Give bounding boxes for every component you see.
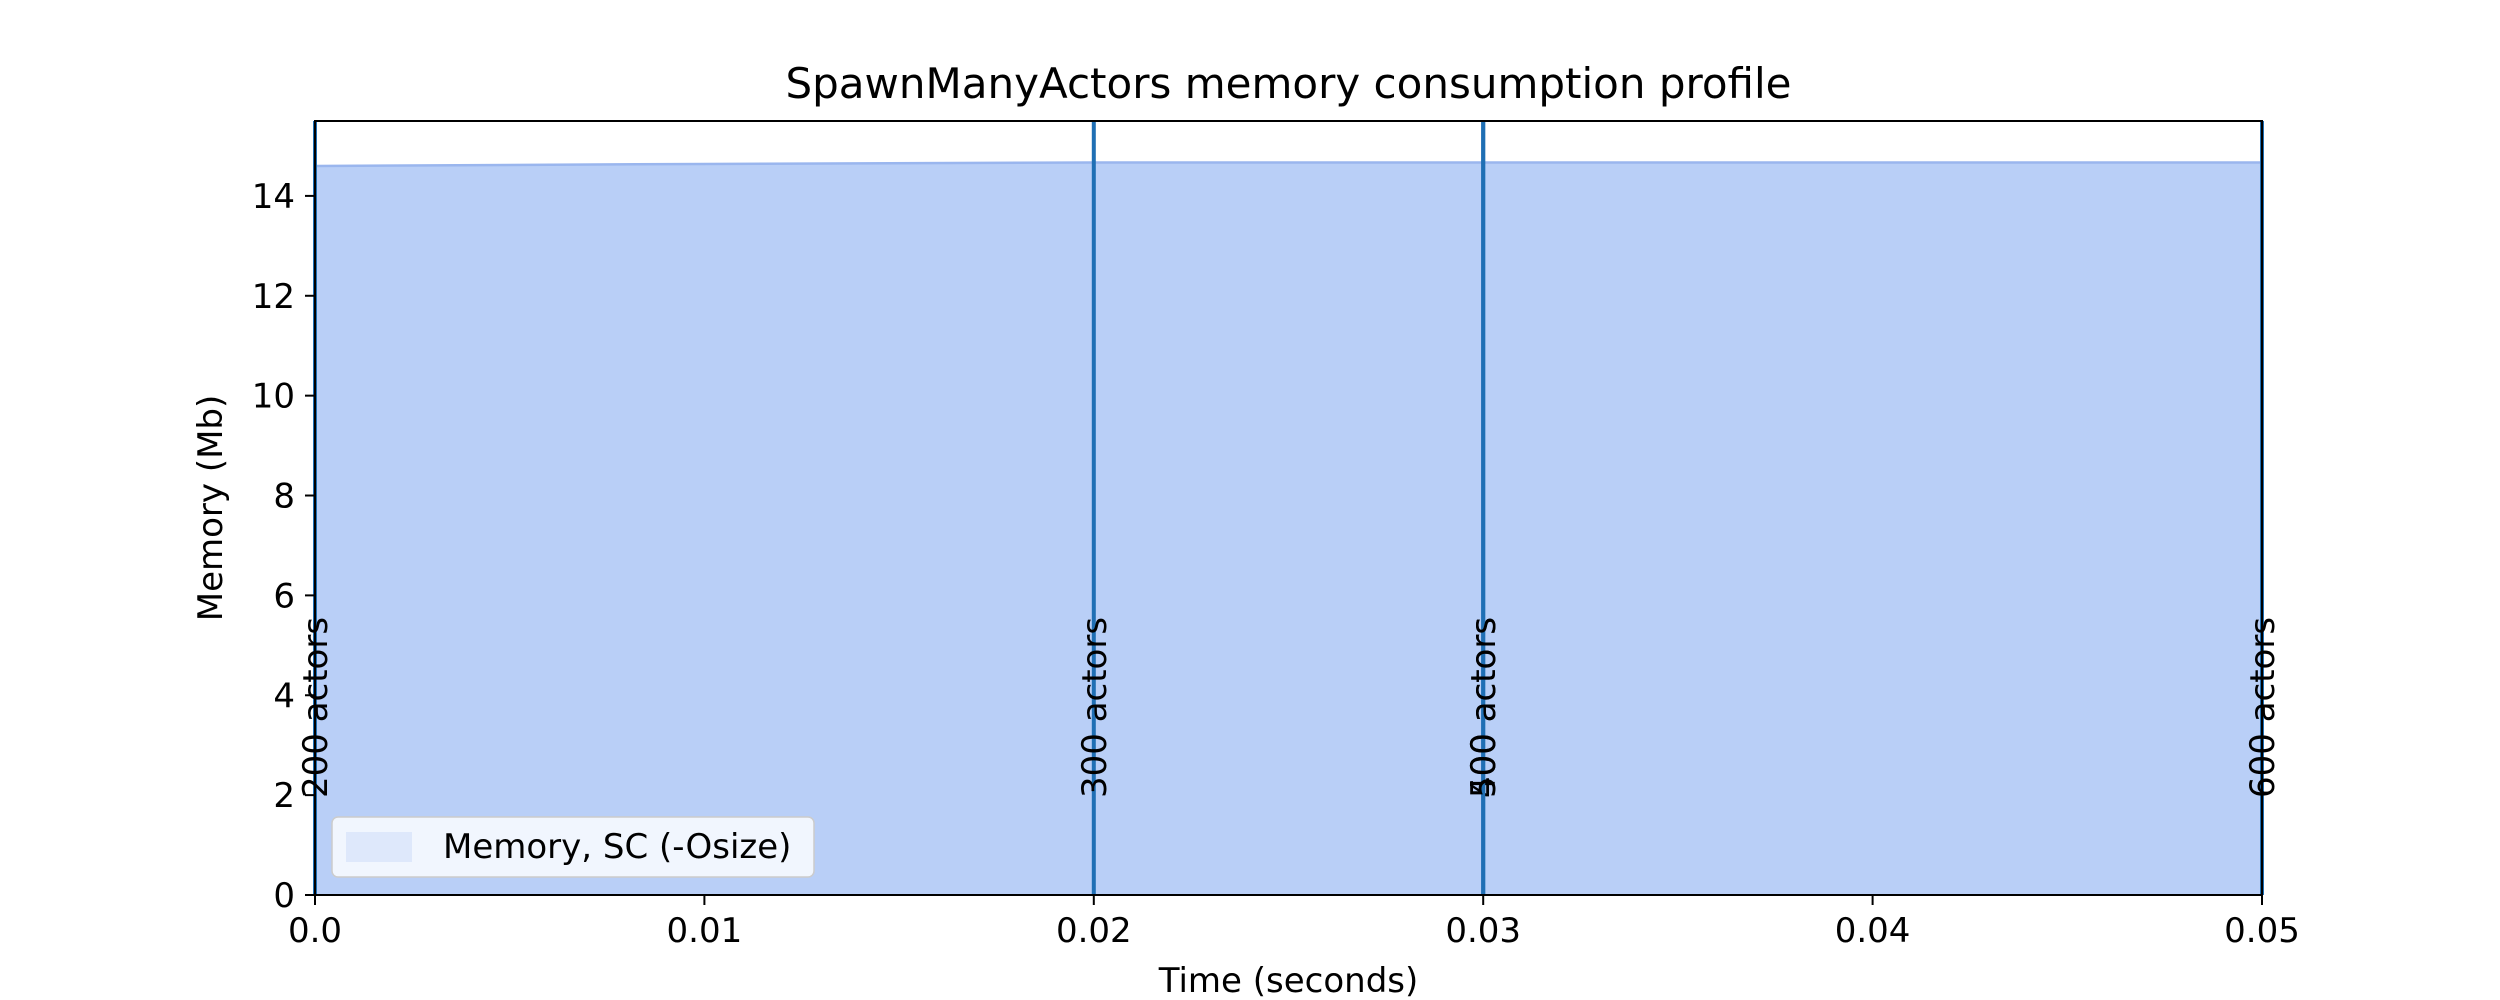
- x-axis-label: Time (seconds): [1158, 961, 1419, 1000]
- y-tick-label-7: 14: [252, 177, 295, 217]
- x-tick-label-3: 0.03: [1445, 911, 1521, 951]
- area-series-edge-0: [314, 161, 2262, 168]
- y-axis-label: Memory (Mb): [191, 395, 231, 622]
- y-tick-label-2: 4: [273, 676, 295, 716]
- y-tick-label-0: 0: [273, 876, 295, 916]
- chart-title: SpawnManyActors memory consumption profi…: [785, 59, 1791, 108]
- plot-area: [314, 161, 2262, 895]
- x-axis: 0.0 0.01 0.02 0.03 0.04 0.05: [288, 895, 2300, 951]
- x-tick-label-5: 0.05: [2224, 911, 2300, 951]
- marker-label-3: 500 actors: [1464, 617, 1504, 798]
- x-tick-label-0: 0.0: [288, 911, 342, 951]
- marker-label-1: 300 actors: [1075, 617, 1115, 798]
- legend-box: [331, 816, 815, 878]
- y-tick-label-3: 6: [273, 576, 295, 616]
- x-tick-label-1: 0.01: [667, 911, 743, 951]
- x-tick-label-4: 0.04: [1835, 911, 1911, 951]
- legend-swatch: [346, 832, 412, 862]
- plot-frame: [314, 120, 2263, 896]
- legend-label: Memory, SC (-Osize): [443, 827, 791, 867]
- area-series-0: [315, 162, 2262, 895]
- x-tick-label-2: 0.02: [1056, 911, 1132, 951]
- legend: Memory, SC (-Osize): [331, 816, 815, 878]
- y-tick-label-5: 10: [252, 377, 295, 417]
- y-tick-label-4: 8: [273, 477, 295, 517]
- y-tick-label-6: 12: [252, 277, 295, 317]
- y-axis: 0 2 4 6 8 10 12 14: [252, 177, 315, 916]
- y-tick-label-1: 2: [273, 776, 295, 816]
